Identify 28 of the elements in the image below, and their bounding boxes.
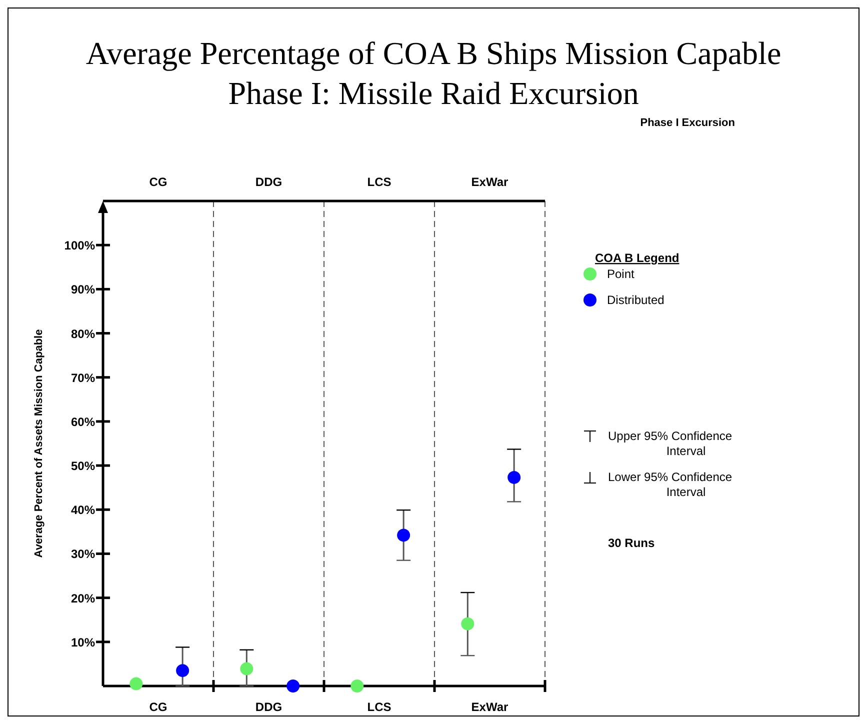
y-tick-label: 70% [70,370,96,385]
y-axis-title: Average Percent of Assets Mission Capable [33,329,45,558]
category-label: LCS [367,700,392,714]
y-tick-label: 30% [70,547,96,562]
legend-label: Point [607,267,636,281]
text: 30 Runs [608,536,656,550]
y-tick-label: 10% [70,635,96,650]
y-tick-label: 90% [70,282,96,297]
x-tick-label: CG [149,175,168,189]
y-tick-label: 80% [70,326,96,341]
legend-label: Distributed [607,293,664,307]
category-label: DDG [255,700,282,714]
text: Lower 95% Confidence Interval [608,470,732,499]
x-tick-label: ExWar [471,175,509,189]
chart-subtitle: Phase I: Missile Raid Excursion [228,75,639,111]
text: Phase I Excursion [640,117,736,129]
y-tick-label: 60% [70,414,96,429]
category-label: CG [149,700,168,714]
y-tick-label: 20% [70,591,96,606]
y-tick-label: 40% [70,503,96,518]
y-tick-label: 100% [64,238,96,253]
text: Upper 95% Confidence Interval [608,429,732,458]
x-tick-label: LCS [367,175,392,189]
legend-title: COA B Legend [595,251,680,265]
category-label: ExWar [471,700,508,714]
chart-title: Average Percentage of COA B Ships Mission Capable [86,35,782,71]
x-tick-label: DDG [255,175,282,189]
y-tick-label: 50% [70,459,96,474]
